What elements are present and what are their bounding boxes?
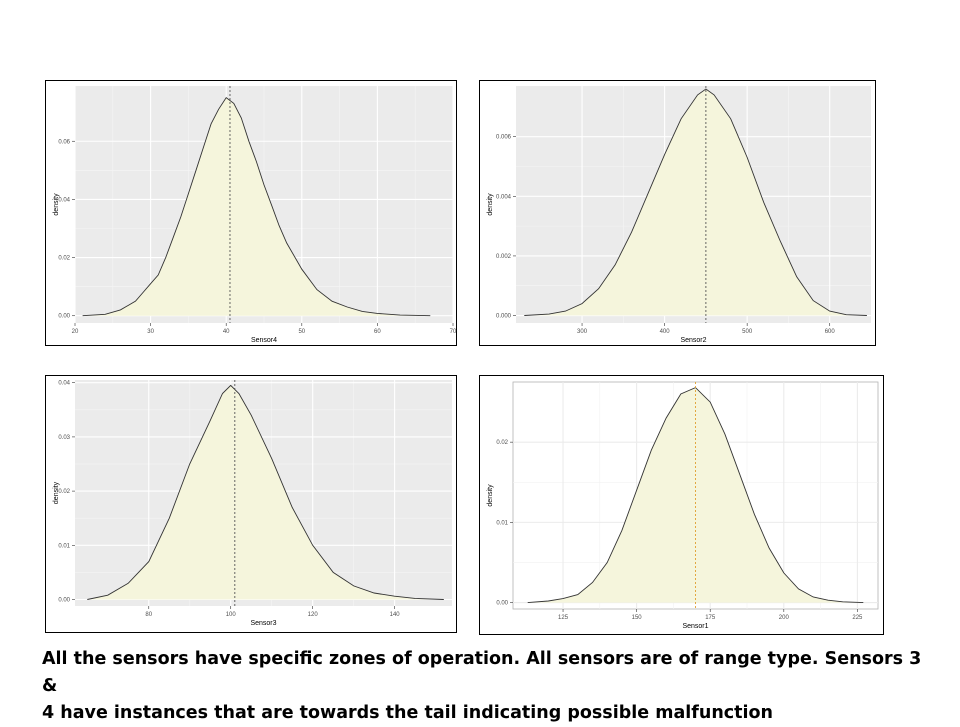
x-tick-label: 125 [558, 615, 569, 621]
y-axis-title: density [53, 481, 60, 504]
x-tick-label: 600 [825, 329, 836, 335]
y-tick-label: 0.04 [58, 197, 70, 203]
x-axis-title: Sensor4 [251, 337, 277, 344]
sensor1-plot: 125 150 175 200 225 0.00 0.01 0.02 Sensor1 densit… [487, 381, 879, 630]
y-tick-label: 0.00 [496, 601, 508, 607]
sensor2-plot: 300 400 500 600 0.000 0.002 0.004 0.006 Sensor2 d… [487, 86, 871, 344]
x-tick-label: 70 [450, 329, 457, 335]
density-curve [524, 88, 867, 316]
x-tick-label: 175 [705, 615, 716, 621]
x-tick-label: 200 [779, 615, 790, 621]
x-tick-label: 150 [632, 615, 643, 621]
sensor1-density-chart: 125 150 175 200 225 0.00 0.01 0.02 Sensor1 densit… [479, 375, 884, 635]
sensor3-plot: 80 100 120 140 0.00 0.01 0.02 0.03 0.04 Sensor3 de… [53, 380, 452, 627]
y-tick-label: 0.04 [58, 381, 70, 387]
caption: All the sensors have specific zones of o… [42, 646, 942, 727]
y-tick-label: 0.01 [58, 543, 70, 549]
x-tick-label: 140 [390, 612, 401, 618]
y-tick-label: 0.03 [58, 435, 70, 441]
sensor4-density-chart: 20 30 40 50 60 70 0.00 0.02 0.04 0.06 Sensor4 densi… [45, 80, 457, 346]
y-tick-label: 0.00 [58, 314, 70, 320]
y-tick-label: 0.000 [496, 314, 512, 320]
y-tick-label: 0.004 [496, 194, 512, 200]
y-axis-title: density [487, 484, 494, 507]
caption-line-1: All the sensors have specific zones of o… [42, 649, 922, 696]
x-axis-title: Sensor1 [682, 623, 708, 630]
y-axis-title: density [487, 193, 494, 216]
x-tick-label: 80 [145, 612, 152, 618]
density-area [82, 97, 431, 316]
x-tick-label: 300 [577, 329, 588, 335]
x-tick-label: 500 [742, 329, 753, 335]
x-tick-label: 225 [852, 615, 863, 621]
x-tick-label: 120 [308, 612, 319, 618]
x-tick-label: 40 [223, 329, 230, 335]
x-axis-title: Sensor3 [250, 620, 276, 627]
sensor2-density-chart: 300 400 500 600 0.000 0.002 0.004 0.006 Sensor2 d… [479, 80, 876, 346]
x-tick-label: 50 [298, 329, 305, 335]
y-tick-label: 0.006 [496, 135, 512, 141]
y-tick-label: 0.06 [58, 139, 70, 145]
x-tick-label: 60 [374, 329, 381, 335]
x-axis-title: Sensor2 [680, 337, 706, 344]
y-tick-label: 0.02 [58, 489, 70, 495]
x-tick-label: 20 [72, 329, 79, 335]
density-area [524, 89, 867, 316]
sensor3-density-chart: 80 100 120 140 0.00 0.01 0.02 0.03 0.04 Sensor3 de… [45, 375, 457, 633]
x-tick-label: 400 [660, 329, 671, 335]
y-tick-label: 0.02 [496, 440, 508, 446]
density-curve [82, 96, 431, 317]
y-axis-title: density [53, 193, 60, 216]
density-curve [87, 384, 444, 600]
y-tick-label: 0.02 [58, 256, 70, 262]
density-area [87, 385, 444, 600]
y-tick-label: 0.01 [496, 520, 508, 526]
x-tick-label: 30 [147, 329, 154, 335]
sensor4-plot: 20 30 40 50 60 70 0.00 0.02 0.04 0.06 Sensor4 densi… [53, 86, 457, 344]
y-tick-label: 0.00 [58, 597, 70, 603]
y-tick-label: 0.002 [496, 254, 512, 260]
x-tick-label: 100 [226, 612, 237, 618]
caption-line-2: 4 have instances that are towards the ta… [42, 703, 774, 723]
